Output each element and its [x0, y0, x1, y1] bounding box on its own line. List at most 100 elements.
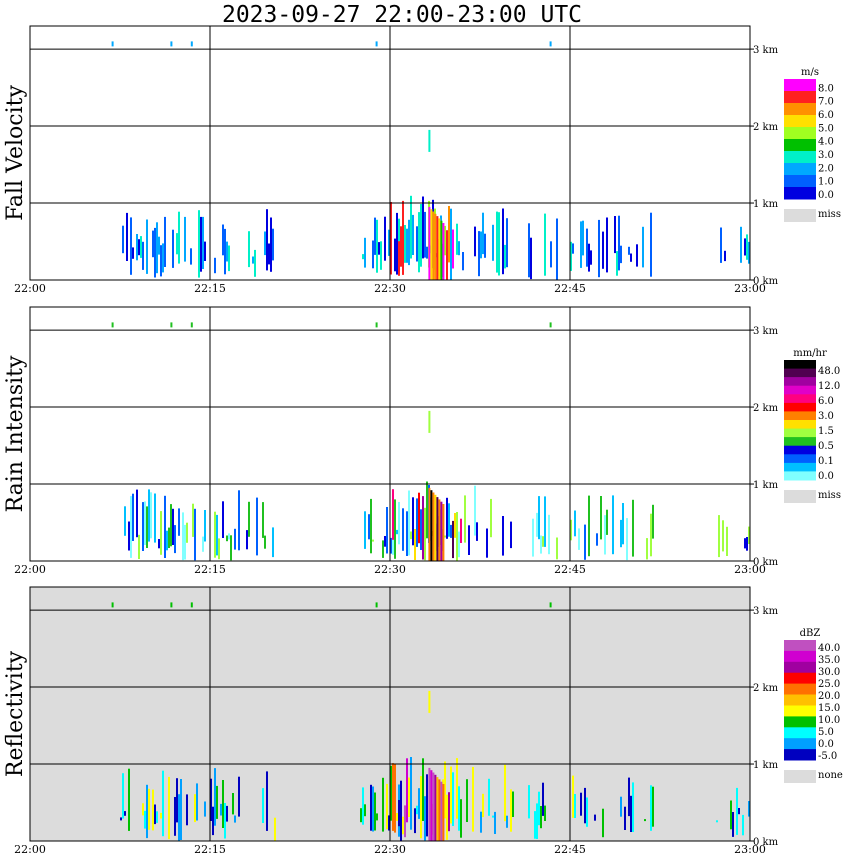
echo-cell — [722, 520, 724, 552]
echo-cell — [466, 779, 468, 822]
echo-cell — [184, 216, 186, 262]
echo-cell — [168, 527, 170, 548]
colorbar-swatch — [784, 749, 816, 761]
echo-cell — [254, 249, 256, 277]
echo-cell — [172, 229, 174, 268]
colorbar-swatch — [784, 175, 816, 188]
echo-cell — [146, 219, 148, 274]
echo-cell — [724, 250, 726, 262]
echo-cell — [248, 231, 250, 268]
echo-cell — [262, 788, 264, 823]
colorbar-missing-swatch — [784, 490, 816, 503]
echo-core — [434, 774, 437, 841]
colorbar-label: 3.0 — [818, 411, 834, 422]
echo-cell — [446, 230, 448, 280]
x-tick-label: 22:30 — [374, 843, 406, 856]
colorbar-swatch — [784, 445, 816, 455]
echo-cell — [536, 803, 538, 839]
echo-cell — [616, 251, 618, 276]
echo-cell — [636, 244, 638, 267]
echo-cell — [738, 808, 740, 815]
echo-cell — [452, 772, 454, 826]
echo-cell — [544, 213, 546, 276]
echo-cell — [402, 200, 404, 275]
colorbar-label: 0.0 — [818, 190, 834, 201]
echo-cell — [408, 490, 410, 556]
echo-cell — [748, 801, 750, 817]
echo-cell — [232, 793, 234, 815]
echo-cell — [390, 537, 392, 554]
colorbar-swatch — [784, 471, 816, 481]
y-axis-title: Reflectivity — [3, 650, 28, 777]
echo-cell — [162, 243, 164, 273]
echo-cell — [226, 805, 228, 822]
echo-cell — [222, 501, 224, 538]
figure-title: 2023-09-27 22:00-23:00 UTC — [222, 2, 582, 28]
echo-cell — [130, 496, 132, 558]
echo-cell — [404, 225, 406, 263]
colorbar-label: -5.0 — [818, 751, 837, 762]
echo-cell — [160, 511, 162, 555]
echo-cell — [136, 489, 138, 538]
echo-core — [432, 492, 435, 561]
echo-speck — [190, 322, 193, 328]
x-tick-label: 22:00 — [14, 563, 46, 576]
echo-cell — [388, 229, 390, 256]
echo-cell — [132, 247, 134, 259]
colorbar-missing-label: none — [818, 770, 843, 781]
echo-cell — [128, 521, 130, 551]
echo-cell — [382, 777, 384, 832]
colorbar-label: 15.0 — [818, 703, 840, 714]
echo-cell — [372, 240, 374, 269]
colorbar-label: 10.0 — [818, 715, 840, 726]
echo-cell — [216, 785, 218, 819]
grid — [30, 26, 750, 280]
echo-cell — [444, 535, 446, 538]
y-axis-title: Rain Intensity — [3, 355, 28, 512]
echo-cells — [111, 41, 750, 280]
echo-cell — [406, 228, 408, 263]
echo-core — [436, 216, 439, 280]
echo-speck — [170, 602, 173, 608]
plot-frame — [29, 586, 751, 842]
colorbar-label: 35.0 — [818, 655, 840, 666]
x-tick-label: 22:45 — [554, 282, 586, 295]
colorbar-swatch — [784, 385, 816, 395]
colorbar-swatch — [784, 661, 816, 674]
echo-cell — [148, 788, 150, 830]
colorbar-swatch — [784, 738, 816, 750]
echo-cell — [570, 241, 572, 271]
colorbar-unit: dBZ — [800, 628, 821, 639]
echo-core — [428, 206, 431, 280]
echo-cell — [362, 254, 364, 260]
echo-cell — [262, 502, 264, 538]
echo-cell — [492, 224, 494, 261]
echo-cell — [744, 538, 746, 549]
echo-cell — [234, 528, 236, 550]
colorbar: dBZ 40.035.030.025.020.015.010.05.00.0-5.… — [784, 628, 843, 783]
echo-cell — [532, 518, 534, 557]
echo-cell — [402, 508, 404, 551]
echo-speck — [111, 602, 114, 608]
echo-cell — [404, 805, 406, 838]
echo-core — [442, 504, 445, 561]
colorbar-label: 0.0 — [818, 471, 834, 482]
echo-cell — [412, 497, 414, 546]
echo-cell — [632, 782, 634, 832]
echo-cell — [620, 245, 622, 264]
echo-cell — [384, 536, 386, 547]
colorbar-label: 12.0 — [818, 381, 840, 392]
y-tick-label: 3 km — [753, 45, 779, 56]
echo-cell — [122, 225, 124, 254]
echo-cell — [450, 766, 452, 824]
echo-cell — [652, 504, 654, 539]
colorbar-label: 30.0 — [818, 667, 840, 678]
y-tick-label: 0 km — [753, 276, 779, 287]
echo-core — [432, 211, 435, 280]
colorbar-label: 40.0 — [818, 643, 840, 654]
colorbar-swatch — [784, 402, 816, 412]
echo-cell — [176, 233, 178, 255]
colorbar-swatch — [784, 139, 816, 152]
echo-cell — [234, 815, 236, 823]
echo-core — [440, 501, 443, 561]
